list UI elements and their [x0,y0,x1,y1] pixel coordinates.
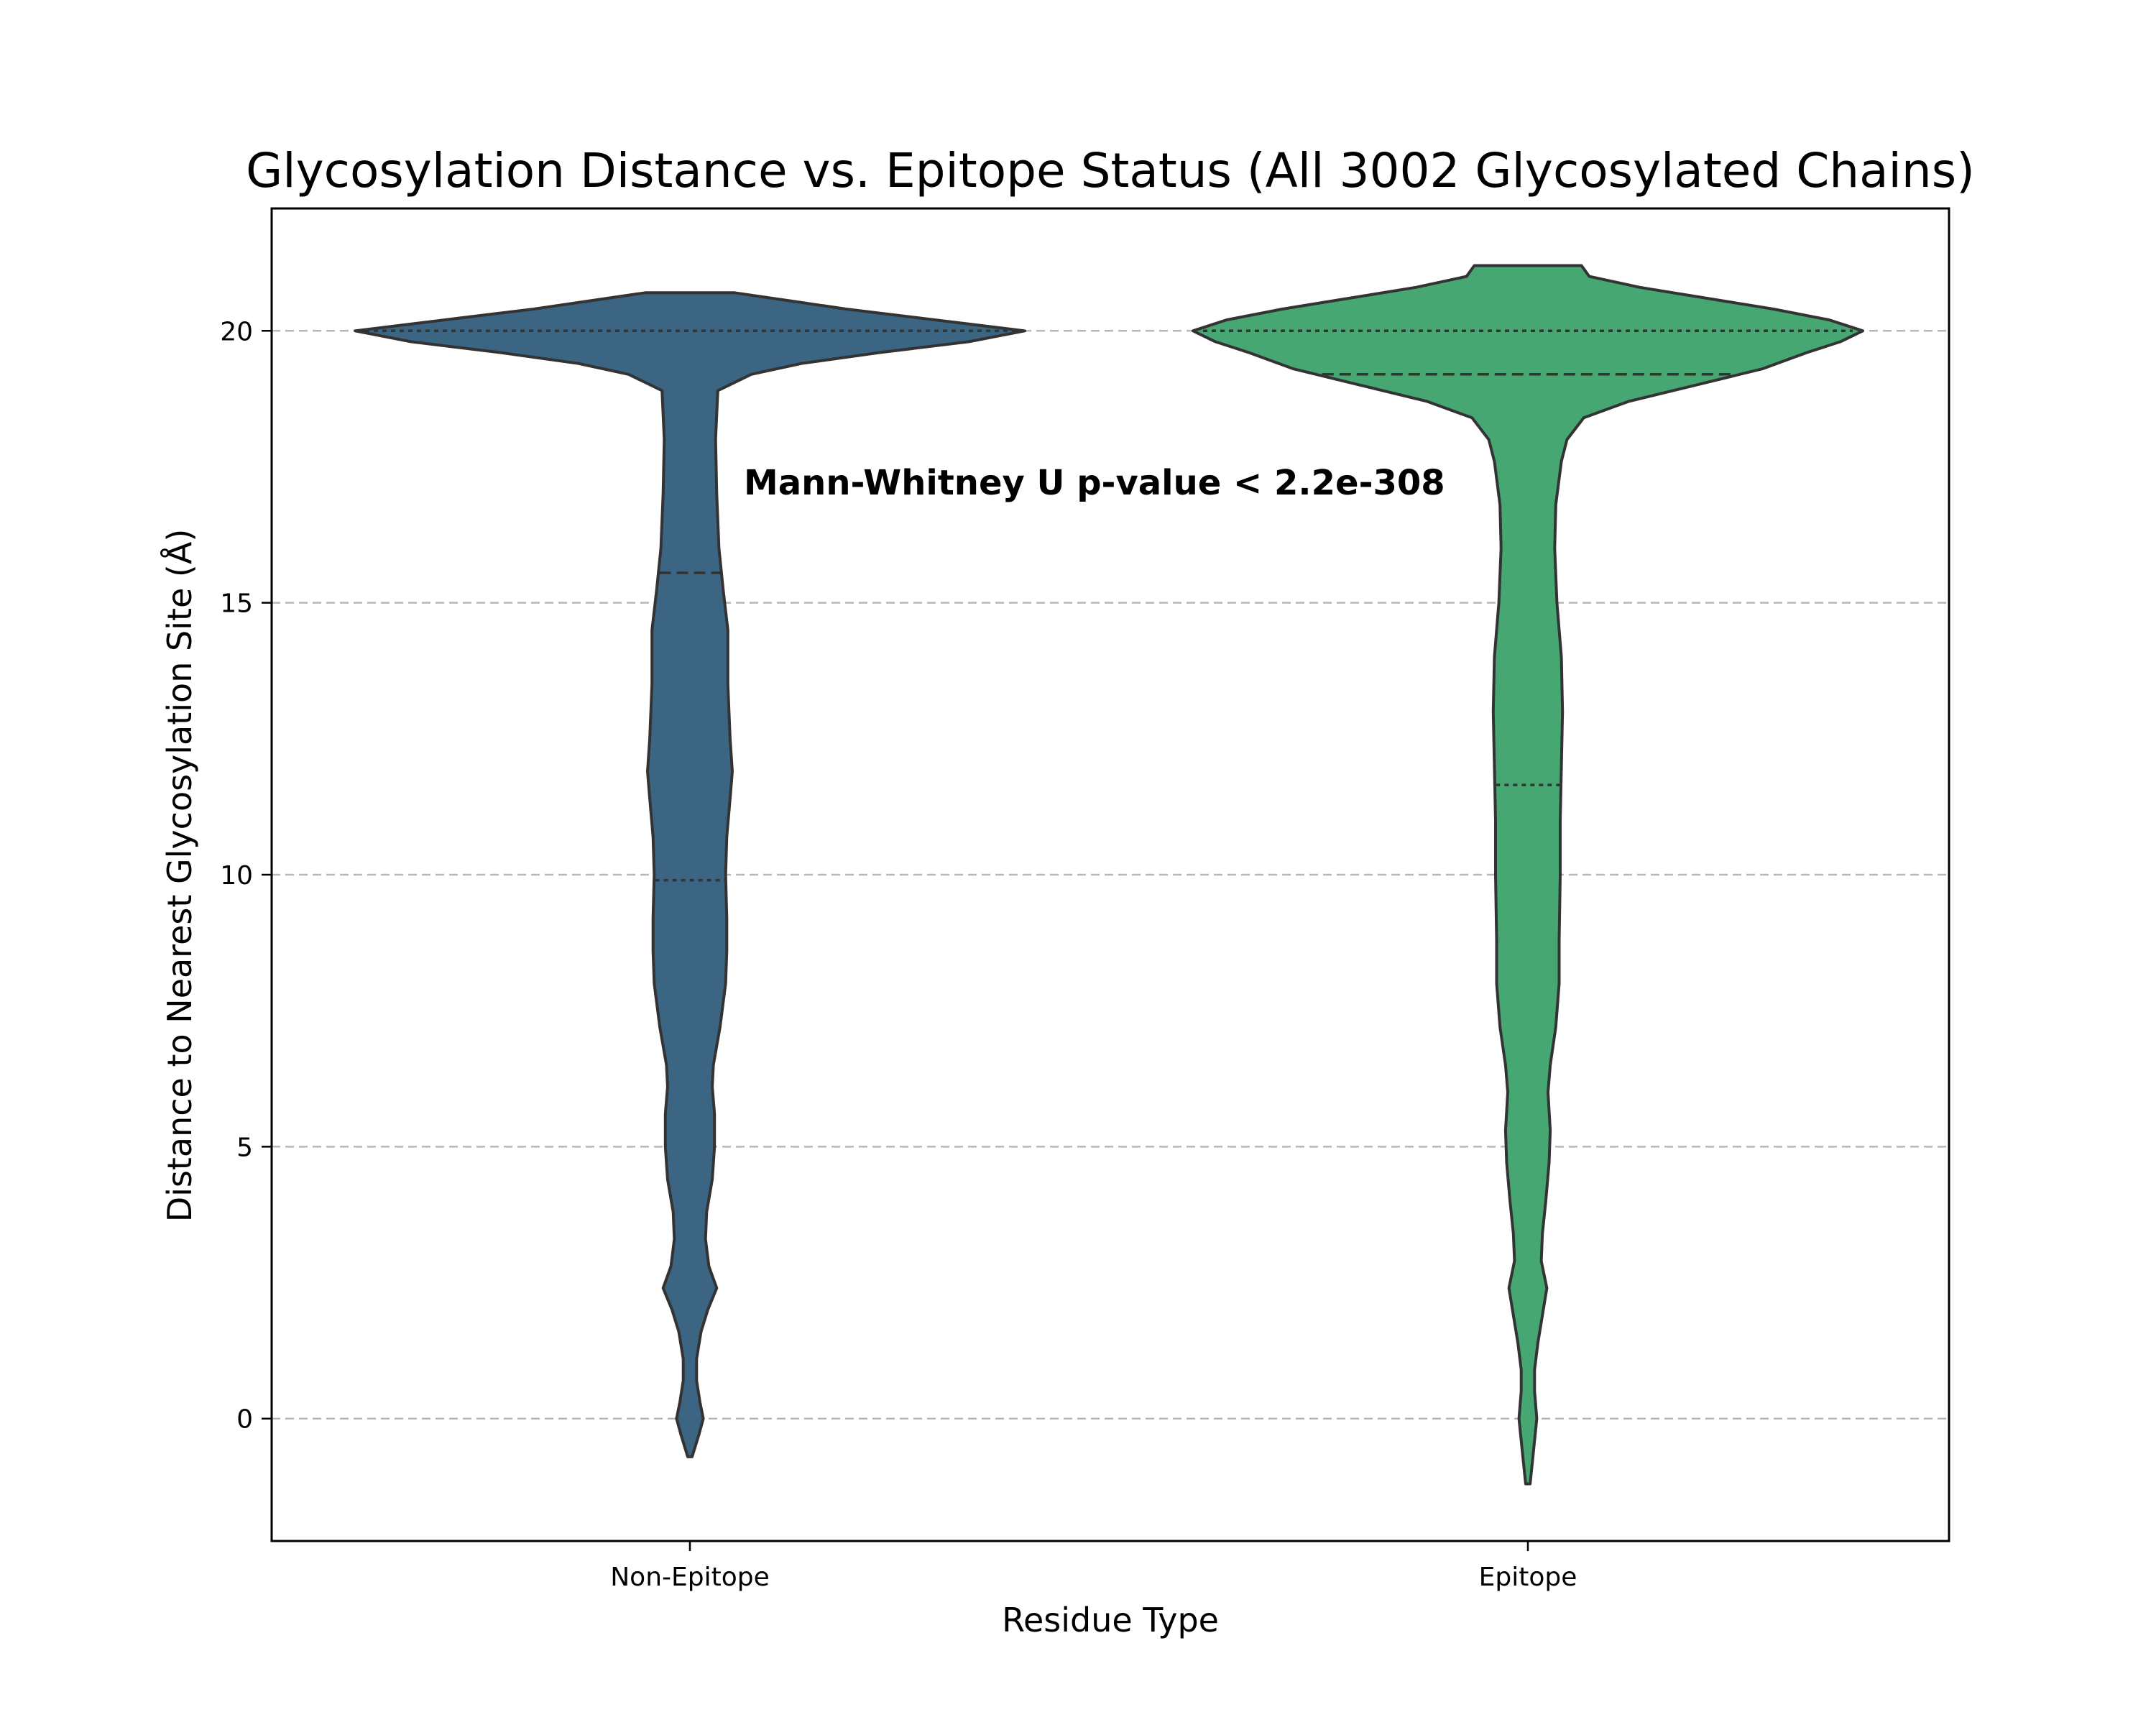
y-tick-label-15: 15 [220,589,253,619]
chart-title: Glycosylation Distance vs. Epitope Statu… [246,143,1975,198]
y-tick-label-20: 20 [220,317,253,346]
violin-epitope [1192,264,1864,1486]
x-axis-title: Residue Type [1002,1601,1219,1639]
y-axis: 0 5 10 15 20 [220,317,272,1435]
violin-non-epitope [354,291,1026,1458]
violin-plot-area [354,264,1864,1486]
x-tick-label-epitope: Epitope [1479,1563,1577,1592]
x-tick-label-non-epitope: Non-Epitope [610,1563,770,1592]
y-axis-title: Distance to Nearest Glycosylation Site (… [160,529,199,1223]
p-value-annotation: Mann-Whitney U p-value < 2.2e-308 [744,463,1445,503]
y-tick-label-10: 10 [220,861,253,891]
x-axis: Non-Epitope Epitope [610,1541,1577,1592]
y-tick-label-5: 5 [236,1133,253,1162]
y-tick-label-0: 0 [236,1405,253,1435]
